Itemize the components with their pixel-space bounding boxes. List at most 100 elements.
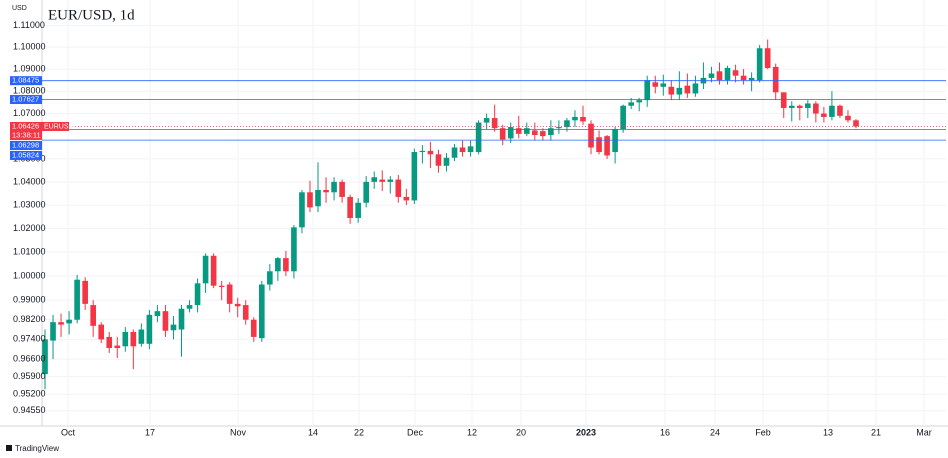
candle-body <box>620 105 626 130</box>
candle-body <box>299 192 305 228</box>
candle-body <box>339 181 345 197</box>
candle-body <box>146 314 153 344</box>
candle-body <box>170 324 177 331</box>
candle-body <box>98 324 105 340</box>
candle-body <box>837 105 843 116</box>
price-line-label: 1.05824 <box>12 150 39 159</box>
candle-body <box>772 66 779 93</box>
last-price-tag <box>10 121 42 140</box>
candle-body <box>42 339 48 375</box>
candle-body <box>403 196 410 201</box>
candle-body <box>572 116 578 121</box>
candle-body <box>186 305 193 309</box>
candle-body <box>499 128 506 140</box>
candle-body <box>387 179 394 182</box>
candle-body <box>668 86 675 95</box>
candle-body <box>540 131 546 137</box>
candle-body <box>395 179 402 197</box>
candle-body <box>234 303 241 307</box>
candle-body <box>853 120 859 127</box>
candle-body <box>194 283 201 306</box>
price-line-label: 1.06298 <box>12 140 39 149</box>
y-tick-label: 0.99000 <box>13 295 46 305</box>
candle-body <box>716 71 723 81</box>
y-tick-label: 0.94550 <box>13 405 46 415</box>
y-tick-label: 0.97400 <box>13 334 46 344</box>
candle-body <box>331 181 337 193</box>
candle-body <box>475 122 482 153</box>
y-tick-label: 1.01000 <box>13 247 46 257</box>
y-tick-label: 1.08000 <box>13 86 46 96</box>
x-tick-label: 22 <box>354 427 364 437</box>
candle-body <box>411 152 418 201</box>
candle-body <box>162 311 169 331</box>
candle-body <box>315 189 321 207</box>
candle-body <box>596 137 602 153</box>
x-tick-label: Nov <box>230 427 247 437</box>
x-tick-label: 16 <box>660 427 670 437</box>
plot <box>42 39 946 390</box>
candle-body <box>708 73 715 78</box>
grid <box>42 0 946 426</box>
candle-body <box>523 128 530 134</box>
candle-body <box>467 146 474 153</box>
labels: 1.110001.100001.090001.080001.070001.050… <box>10 20 932 437</box>
candle-body <box>347 196 353 218</box>
candle-body <box>218 285 225 287</box>
candle-body <box>291 227 297 272</box>
x-tick-label: 2023 <box>576 427 596 437</box>
candle-body <box>74 279 80 320</box>
price-line-tag <box>10 140 42 150</box>
candle-body <box>644 80 651 101</box>
candle-body <box>748 77 755 81</box>
candle-body <box>652 82 659 87</box>
candle-body <box>788 105 795 108</box>
y-tick-label: 1.07000 <box>13 108 46 118</box>
candle-body <box>580 116 586 122</box>
candle-body <box>250 319 257 337</box>
candle-body <box>307 192 313 208</box>
brand-logo <box>6 445 12 451</box>
candle-body <box>740 75 747 81</box>
candle-body <box>491 118 498 129</box>
price-line-label: 1.06426 <box>12 121 39 130</box>
candle-body <box>548 128 554 135</box>
y-tick-label: 0.98200 <box>13 314 46 324</box>
candle-body <box>154 311 161 317</box>
candle-body <box>130 331 137 347</box>
candle-body <box>355 202 361 218</box>
candle-body <box>604 136 610 156</box>
candle-body <box>122 331 129 347</box>
candle-body <box>258 284 265 339</box>
candle-body <box>419 150 426 153</box>
candle-body <box>612 129 618 153</box>
x-tick-label: 24 <box>710 427 720 437</box>
x-tick-label: 12 <box>467 427 477 437</box>
y-tick-label: 1.11000 <box>13 20 45 30</box>
y-tick-label: 1.10000 <box>13 42 46 52</box>
y-tick-label: 1.00000 <box>13 270 46 280</box>
candle-body <box>764 48 771 68</box>
candle-body <box>829 105 835 117</box>
candle-body <box>66 319 72 324</box>
candle-body <box>532 130 538 135</box>
candle-body <box>379 179 386 182</box>
candle-body <box>283 258 289 272</box>
x-tick-label: Feb <box>755 427 771 437</box>
candle-body <box>724 67 731 81</box>
brand: TradingView <box>6 444 59 453</box>
y-tick-label: 0.95200 <box>13 389 46 399</box>
candle-body <box>676 87 683 95</box>
candle-body <box>267 271 273 285</box>
price-line-label: 1.07627 <box>12 95 39 104</box>
y-tick-label: 1.04000 <box>13 176 46 186</box>
candle-body <box>684 85 691 94</box>
candle-body <box>692 83 699 94</box>
candle-body <box>451 147 458 158</box>
candle-body <box>805 103 811 108</box>
x-tick-label: 14 <box>308 427 318 437</box>
candle-body <box>483 118 490 123</box>
candle-body <box>780 92 787 108</box>
candle-body <box>628 102 634 106</box>
candle-body <box>323 189 329 193</box>
